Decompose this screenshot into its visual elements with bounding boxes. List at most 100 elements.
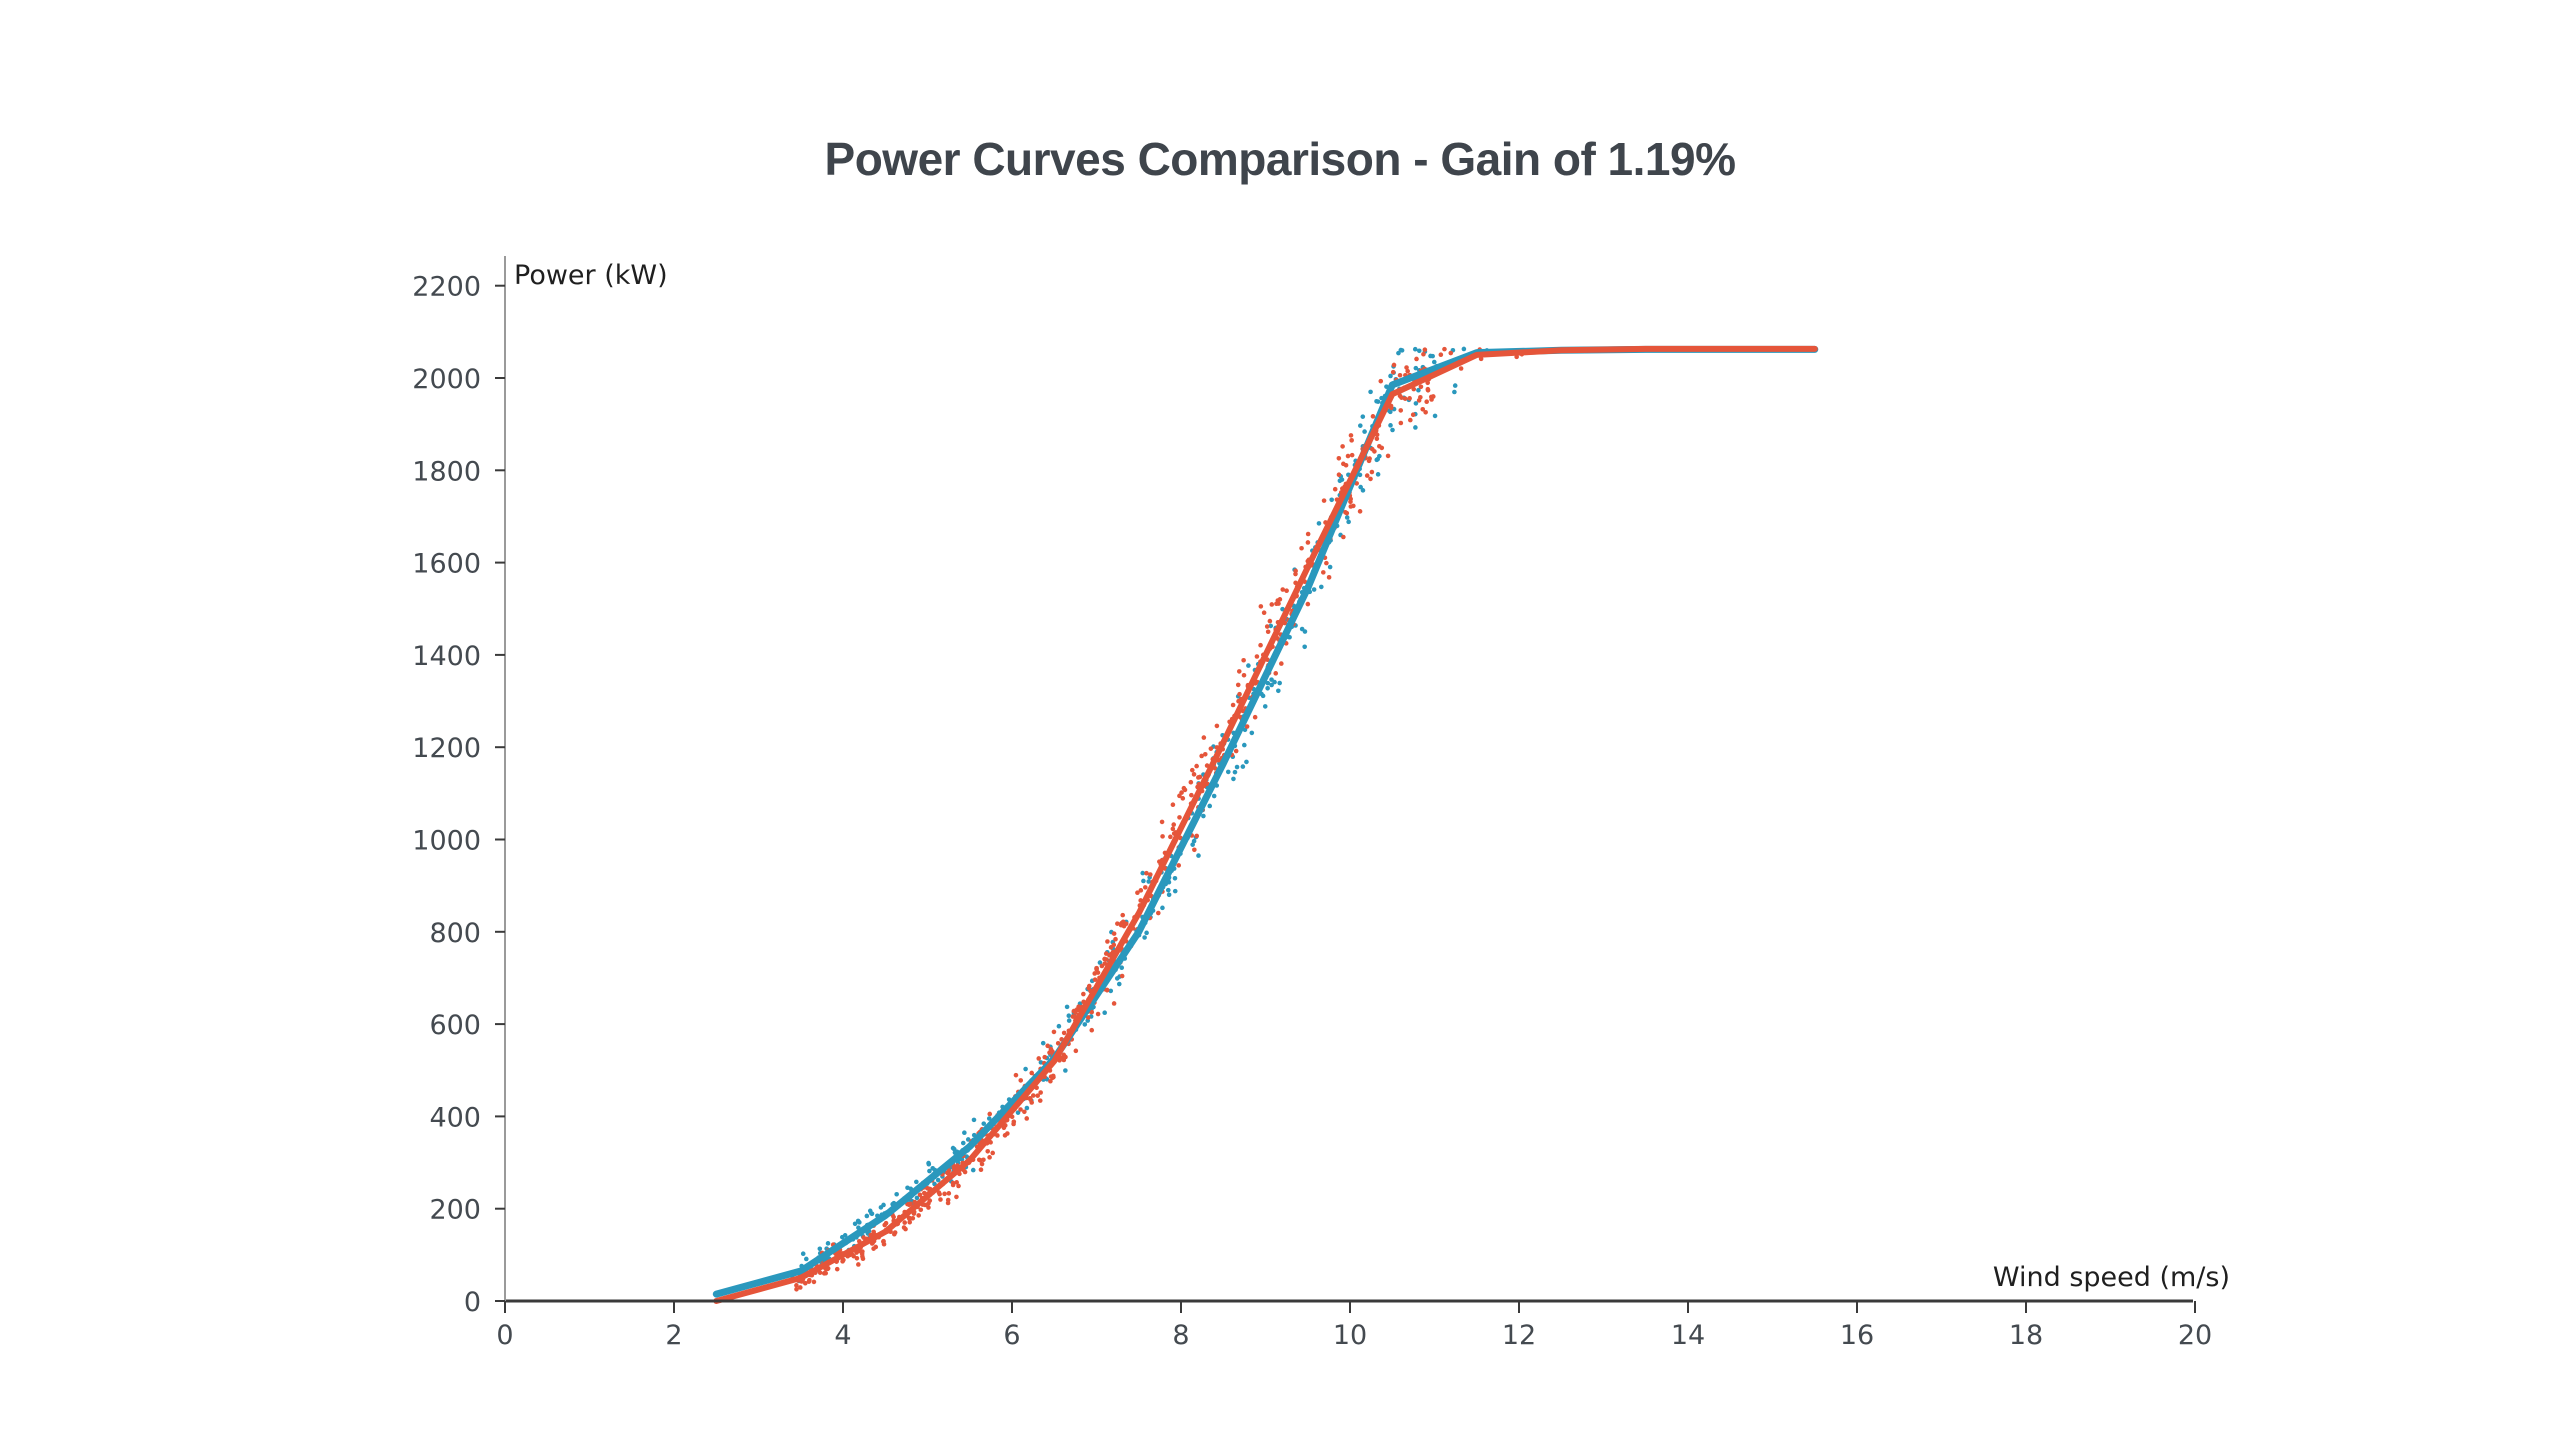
scatter-point (1413, 401, 1419, 406)
series-lines (712, 345, 1819, 1304)
scatter-point (927, 1198, 933, 1203)
scatter-point (1305, 531, 1311, 537)
scatter-point (1405, 368, 1410, 374)
scatter-point (946, 1191, 952, 1196)
scatter-point (1269, 682, 1274, 688)
scatter-point (1207, 803, 1213, 809)
scatter-point (1095, 1011, 1101, 1017)
scatter-point (1180, 796, 1186, 801)
scatter-point (881, 1238, 886, 1244)
scatter-point (1305, 540, 1311, 545)
scatter-point (1181, 785, 1187, 791)
scatter-point (1081, 991, 1086, 997)
scatter-point (918, 1207, 924, 1213)
y-tick-label: 2200 (412, 272, 481, 303)
scatter-point (1412, 346, 1418, 352)
scatter-point (1374, 436, 1380, 442)
scatter-point (1102, 956, 1107, 962)
scatter-point (1089, 1027, 1095, 1033)
scatter-point (986, 1116, 992, 1121)
scatter-point (1176, 863, 1182, 868)
scatter-point (1146, 879, 1151, 884)
scatter-point (1420, 406, 1426, 412)
scatter-point (1138, 888, 1144, 893)
scatter-point (1360, 414, 1366, 419)
scatter-point (1305, 601, 1311, 607)
scatter-point (1448, 350, 1454, 356)
scatter-point (1269, 602, 1275, 607)
scatter-point (1232, 769, 1238, 775)
scatter-point (1037, 1098, 1043, 1103)
scatter-point (1050, 1049, 1055, 1054)
scatter-point (906, 1216, 912, 1221)
scatter-point (1028, 1097, 1033, 1102)
scatter-point (1377, 453, 1382, 459)
scatter-point (861, 1235, 866, 1240)
scatter-point (1233, 748, 1239, 754)
scatter-point (1324, 560, 1329, 566)
scatter-point (1144, 930, 1149, 936)
scatter-point (1452, 389, 1457, 395)
y-tick-label: 1600 (412, 549, 481, 580)
scatter-point (1194, 833, 1200, 839)
scatter-point (906, 1202, 912, 1208)
scatter-point (1425, 380, 1431, 386)
scatter-point (1321, 570, 1326, 575)
scatter-point (1140, 870, 1146, 876)
scatter-point (1235, 682, 1241, 688)
scatter-point (1274, 601, 1279, 607)
scatter-point (1316, 521, 1322, 526)
y-tick-label: 600 (429, 1010, 481, 1041)
scatter-point (1377, 443, 1382, 449)
scatter-point (917, 1192, 923, 1198)
scatter-point (1051, 1029, 1057, 1035)
scatter-point (1194, 763, 1199, 769)
scatter-point (1241, 657, 1246, 663)
scatter-point (962, 1130, 967, 1136)
scatter-point (1056, 1023, 1062, 1029)
scatter-point (1191, 772, 1197, 777)
scatter-point (1166, 892, 1172, 898)
scatter-point (1254, 654, 1260, 659)
scatter-point (1413, 425, 1418, 430)
scatter-point (1407, 396, 1412, 401)
scatter-point (1277, 680, 1282, 686)
scatter-point (1302, 629, 1308, 634)
scatter-point (1011, 1121, 1016, 1127)
scatter-point (1302, 644, 1307, 650)
scatter-point (1094, 967, 1099, 972)
scatter-point (1273, 671, 1279, 676)
scatter-point (1208, 746, 1214, 751)
scatter-point (1442, 346, 1447, 352)
scatter-point (834, 1266, 840, 1272)
scatter-point (825, 1266, 831, 1271)
scatter-point (954, 1194, 959, 1200)
scatter-point (1170, 826, 1176, 832)
scatter-point (1105, 939, 1110, 944)
scatter-point (1368, 476, 1373, 482)
scatter-point (1362, 429, 1367, 434)
x-tick-label: 12 (1502, 1320, 1536, 1351)
scatter-point (1423, 410, 1428, 415)
scatter-point (1421, 351, 1426, 357)
scatter-point (1029, 1070, 1035, 1076)
scatter-point (1191, 838, 1197, 844)
scatter-point (902, 1220, 908, 1225)
scatter-point (1120, 912, 1126, 918)
scatter-point (1260, 693, 1266, 699)
scatter-point (1159, 819, 1165, 825)
scatter-point (1064, 1004, 1070, 1010)
scatter-point (942, 1191, 947, 1197)
scatter-point (1240, 764, 1246, 769)
scatter-point (978, 1167, 984, 1173)
scatter-point (1165, 887, 1171, 893)
scatter-point (1196, 853, 1201, 858)
series-line-blue (712, 345, 1819, 1298)
scatter-point (803, 1256, 809, 1262)
x-tick-label: 18 (2009, 1320, 2043, 1351)
scatter-point (1144, 870, 1149, 876)
scatter-point (946, 1168, 952, 1173)
x-tick-label: 0 (496, 1320, 513, 1351)
scatter-point (1188, 779, 1194, 785)
